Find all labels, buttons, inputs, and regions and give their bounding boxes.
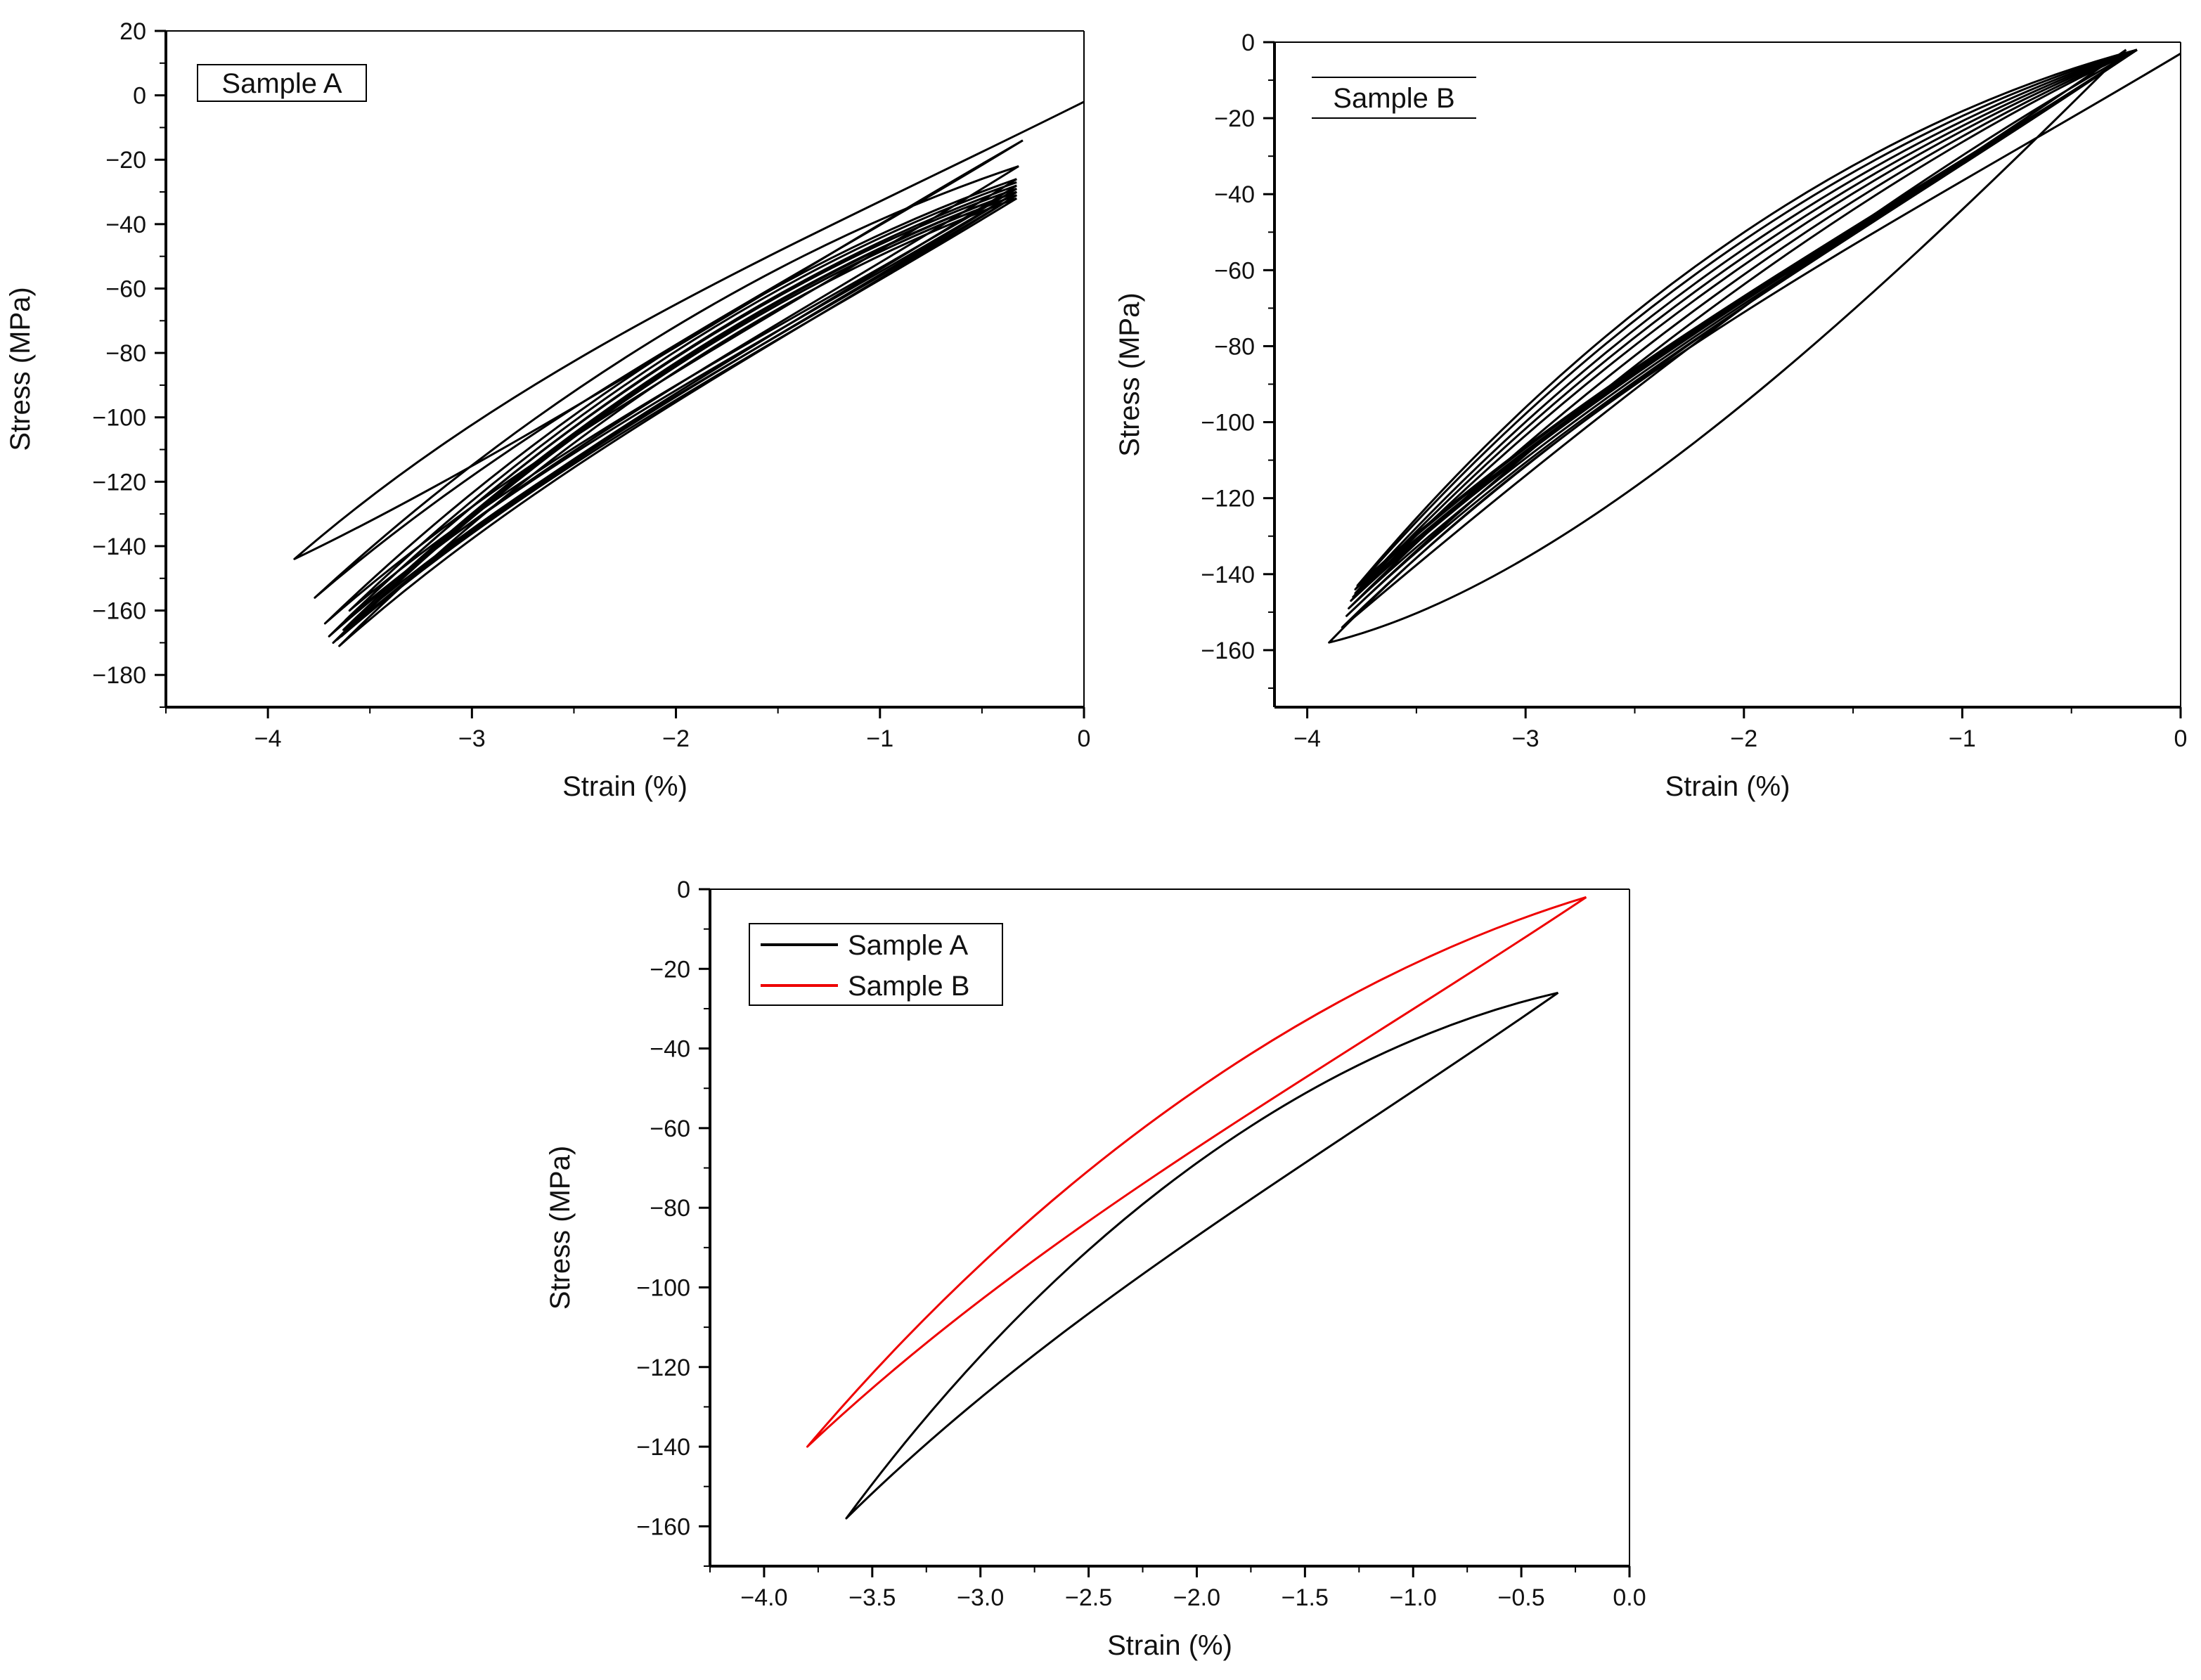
- legend-label: Sample A: [221, 68, 342, 99]
- y-tick-label: 20: [120, 18, 146, 45]
- x-tick-label: −3.5: [848, 1584, 896, 1611]
- y-tick-label: −80: [1214, 333, 1255, 360]
- x-tick-label: −3: [1512, 725, 1540, 752]
- y-tick-label: −80: [105, 340, 146, 367]
- legend-label: Sample B: [1333, 83, 1454, 114]
- x-tick-label: −1.5: [1282, 1584, 1329, 1611]
- sample-a-loop-10: [344, 188, 1018, 621]
- y-tick-label: −80: [650, 1195, 690, 1222]
- x-tick-label: −2: [662, 725, 690, 752]
- x-tick-label: −3: [458, 725, 486, 752]
- panel-b: −4 −3 −2 −1 00−20−40−60−80−100−120−140−160St…: [1114, 30, 2187, 802]
- y-tick-label: 0: [677, 877, 690, 903]
- y-tick-label: −120: [1201, 486, 1255, 512]
- sample-a-loop-4: [328, 178, 1018, 638]
- y-tick-label: 0: [133, 83, 146, 110]
- x-tick-label: −2: [1730, 725, 1757, 752]
- y-tick-label: −40: [650, 1036, 690, 1063]
- x-tick-label: −1.0: [1390, 1584, 1437, 1611]
- x-tick-label: 0: [1078, 725, 1091, 752]
- y-tick-label: −120: [92, 469, 146, 496]
- x-axis-title: Strain (%): [1665, 771, 1790, 802]
- plot-area: [1328, 49, 2181, 644]
- x-axis-title: Strain (%): [1107, 1630, 1232, 1661]
- y-tick-label: −140: [1201, 562, 1255, 588]
- y-tick-label: −60: [1214, 257, 1255, 284]
- legend-box: [749, 923, 1003, 1006]
- y-tick-label: −60: [105, 276, 146, 302]
- y-axis-title: Stress (MPa): [1114, 292, 1145, 456]
- sample-b-loop-1: [1328, 49, 2181, 644]
- x-tick-label: 0: [2174, 725, 2188, 752]
- y-tick-label: −40: [1214, 181, 1255, 208]
- y-axis-title: Stress (MPa): [5, 287, 36, 451]
- y-tick-label: −20: [1214, 105, 1255, 132]
- y-tick-label: −140: [636, 1434, 690, 1461]
- plot-area: [293, 101, 1084, 647]
- y-tick-label: −60: [650, 1116, 690, 1142]
- y-tick-label: −100: [92, 405, 146, 432]
- sample-b-loop-9: [1356, 49, 2138, 587]
- sample-b-loop-3: [1345, 49, 2138, 617]
- y-tick-label: −120: [636, 1355, 690, 1381]
- legend-label: Sample B: [848, 971, 969, 1002]
- y-tick-label: −160: [1201, 638, 1255, 664]
- y-tick-label: −160: [636, 1513, 690, 1540]
- sample-a-loop-1: [845, 991, 1559, 1520]
- y-axis-title: Stress (MPa): [545, 1146, 576, 1310]
- x-tick-label: −3.0: [957, 1584, 1004, 1611]
- y-tick-label: −100: [1201, 410, 1255, 437]
- y-tick-label: −160: [92, 598, 146, 625]
- sample-b-loop-4: [1348, 49, 2138, 609]
- y-tick-label: −100: [636, 1274, 690, 1301]
- x-tick-label: −2.5: [1065, 1584, 1112, 1611]
- x-tick-label: −4.0: [740, 1584, 787, 1611]
- x-tick-label: −1: [1949, 725, 1976, 752]
- sample-a-loop-11: [348, 181, 1017, 612]
- y-tick-label: 0: [1241, 30, 1255, 56]
- x-tick-label: −2.0: [1173, 1584, 1220, 1611]
- panel-c: −4.0 −3.5 −3.0 −2.5 −2.0 −1.5 −1.0 −0.5 0.0 0 −20 −…: [545, 877, 1646, 1661]
- sample-a-loop-8: [340, 194, 1018, 638]
- x-tick-label: −1: [866, 725, 893, 752]
- x-tick-label: −4: [254, 725, 282, 752]
- sample-a-loop-9: [342, 190, 1018, 631]
- x-tick-label: 0.0: [1613, 1584, 1646, 1611]
- sample-a-loop-2: [314, 139, 1024, 599]
- y-tick-label: −140: [92, 534, 146, 560]
- legend-label: Sample A: [848, 930, 969, 961]
- legend-box: [197, 64, 367, 102]
- y-tick-label: −40: [105, 212, 146, 238]
- sample-b-loop-1: [806, 896, 1587, 1448]
- sample-a-loop-3: [323, 165, 1019, 625]
- x-axis-title: Strain (%): [562, 771, 688, 802]
- y-tick-label: −20: [650, 956, 690, 983]
- plot-area: [806, 896, 1587, 1520]
- x-tick-label: −0.5: [1498, 1584, 1545, 1611]
- y-tick-label: −180: [92, 662, 146, 689]
- panel-a: −4 −3 −2 −1 0 20 0 −20 −40 −60 −80 −100 −120 −140 −160…: [5, 18, 1090, 802]
- y-tick-label: −20: [105, 147, 146, 174]
- x-tick-label: −4: [1293, 725, 1321, 752]
